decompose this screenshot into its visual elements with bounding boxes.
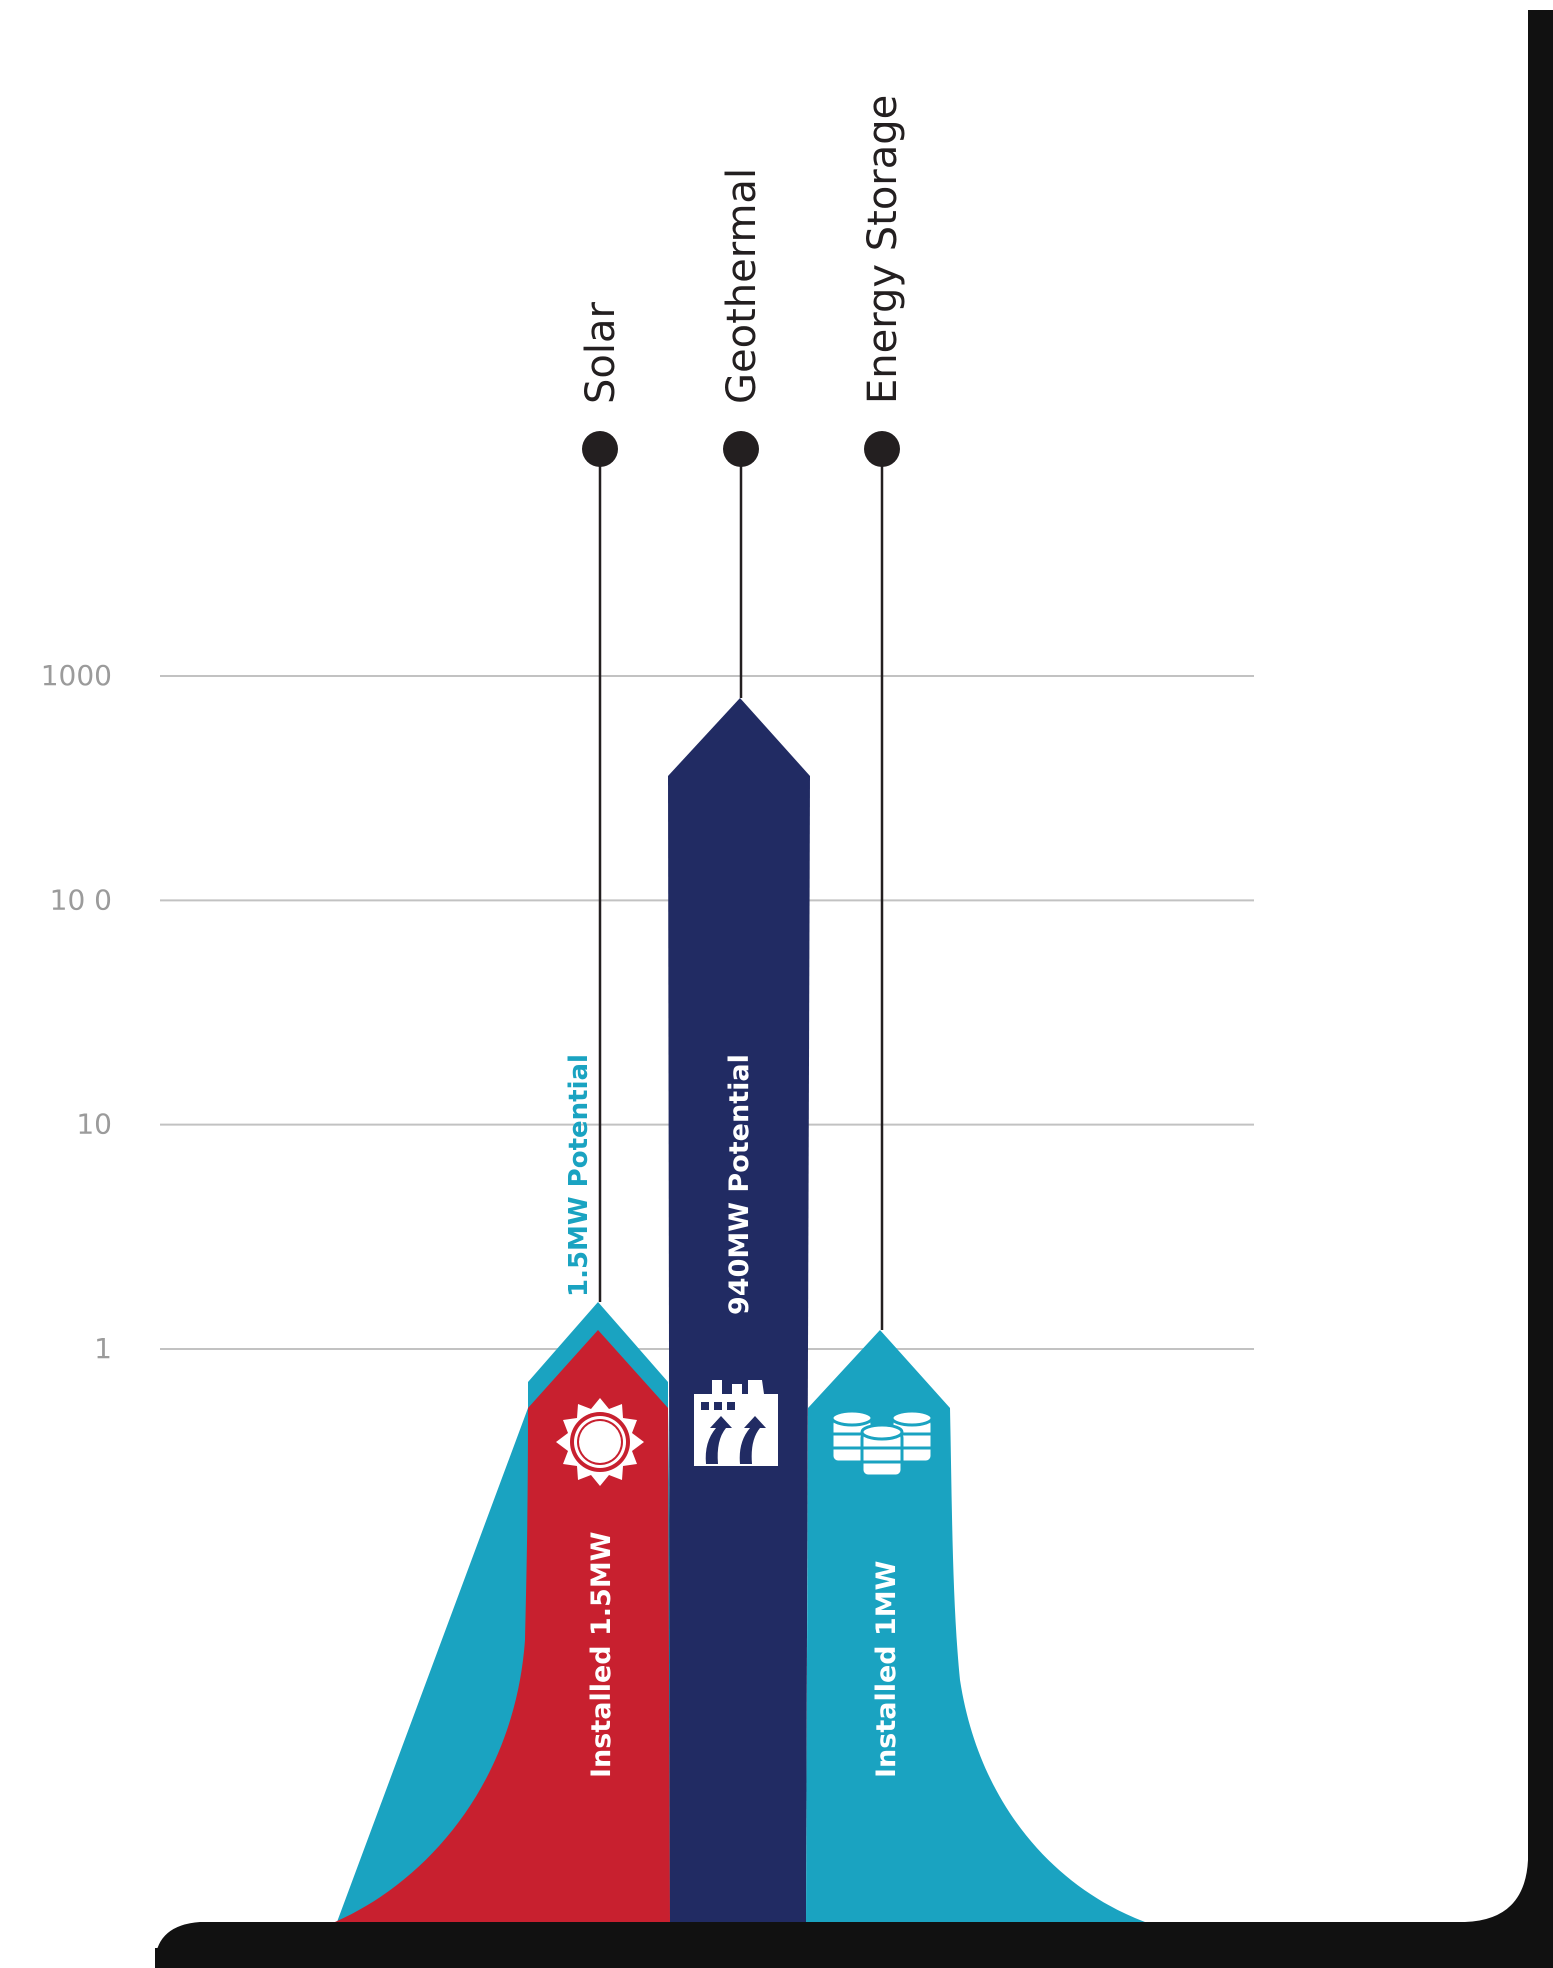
factory-icon (694, 1380, 778, 1466)
storage-installed-bar (806, 1330, 1145, 1922)
y-tick-label: 1 (94, 1332, 112, 1365)
geothermal-potential-label: 940MW Potential (724, 1054, 755, 1315)
barrels-icon (830, 1409, 934, 1478)
y-tick-label: 10 (76, 1108, 112, 1141)
sun-icon (556, 1398, 644, 1486)
solar-bar-group: 1.5MW Potential Installed 1.5MW (335, 1054, 675, 1922)
solar-marker-dot (582, 431, 618, 467)
storage-bar-group: Installed 1MW (806, 1330, 1145, 1922)
solar-installed-bar (335, 1330, 670, 1922)
geothermal-bar-group: 940MW Potential (668, 698, 810, 1922)
y-tick-label: 1000 (41, 659, 112, 692)
y-tick-labels: 1 10 10 0 1000 (41, 659, 112, 1365)
energy-storage-category-label: Energy Storage (860, 95, 906, 404)
solar-potential-label: 1.5MW Potential (564, 1054, 594, 1297)
storage-installed-label: Installed 1MW (871, 1561, 902, 1778)
y-tick-label: 10 0 (50, 883, 112, 916)
category-markers: Solar Geothermal Energy Storage (578, 95, 906, 1330)
energy-storage-marker-dot (864, 431, 900, 467)
solar-category-label: Solar (578, 302, 624, 404)
geothermal-potential-bar (668, 698, 810, 1922)
geothermal-marker-dot (723, 431, 759, 467)
geothermal-category-label: Geothermal (719, 168, 765, 404)
solar-installed-label: Installed 1.5MW (586, 1532, 617, 1779)
